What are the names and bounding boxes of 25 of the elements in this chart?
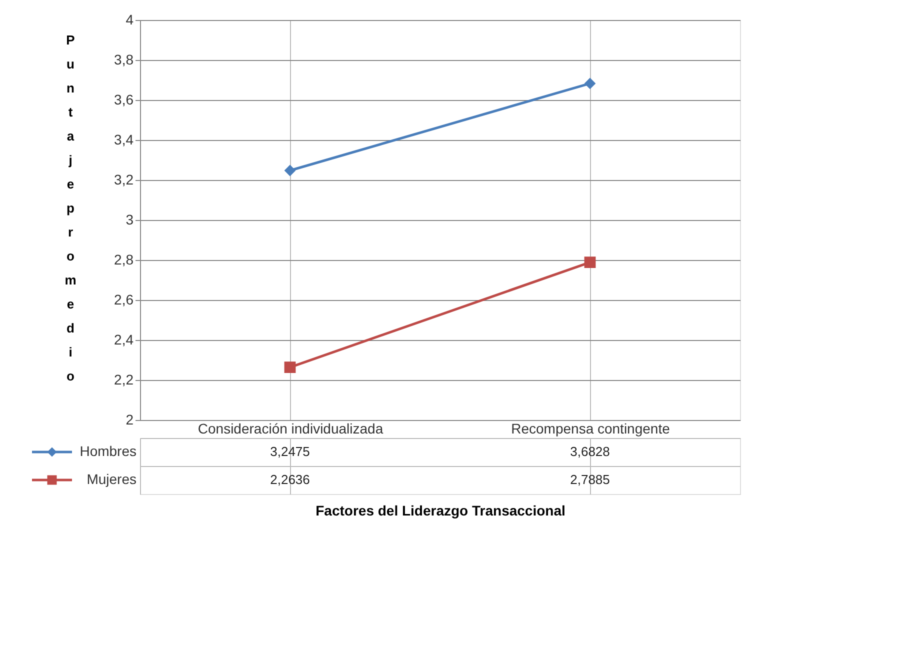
point — [284, 362, 296, 373]
legend-label: Hombres — [80, 443, 136, 459]
point — [584, 78, 596, 90]
data-label: 2,7885 — [570, 472, 610, 487]
y-tick-label: 2,4 — [114, 332, 134, 348]
y-tick-label: 2,6 — [114, 292, 134, 308]
y-tick-label: 2 — [126, 412, 134, 428]
x-tick-label: Consideración individualizada — [198, 420, 384, 436]
y-tick-label: 3,4 — [114, 132, 134, 148]
y-tick-label: 3,8 — [114, 52, 134, 68]
point — [584, 256, 596, 268]
y-tick-label: 4 — [126, 12, 134, 28]
y-tick-label: 3,6 — [114, 92, 134, 108]
x-tick-label: Recompensa contingente — [511, 420, 670, 436]
data-label: 3,6828 — [570, 444, 610, 459]
data-label: 3,2475 — [270, 444, 310, 459]
text: Puntaje promedio — [64, 32, 76, 384]
y-tick-label: 3 — [126, 212, 134, 228]
y-tick-label: 2,8 — [114, 252, 134, 268]
data-label: 2,2636 — [270, 472, 310, 487]
y-tick-label: 3,2 — [114, 172, 134, 188]
legend-label: Mujeres — [86, 471, 136, 487]
y-tick-label: 2,2 — [114, 372, 134, 388]
point — [284, 164, 296, 176]
x-axis-title: Factores del Liderazgo Transaccional — [316, 502, 566, 518]
